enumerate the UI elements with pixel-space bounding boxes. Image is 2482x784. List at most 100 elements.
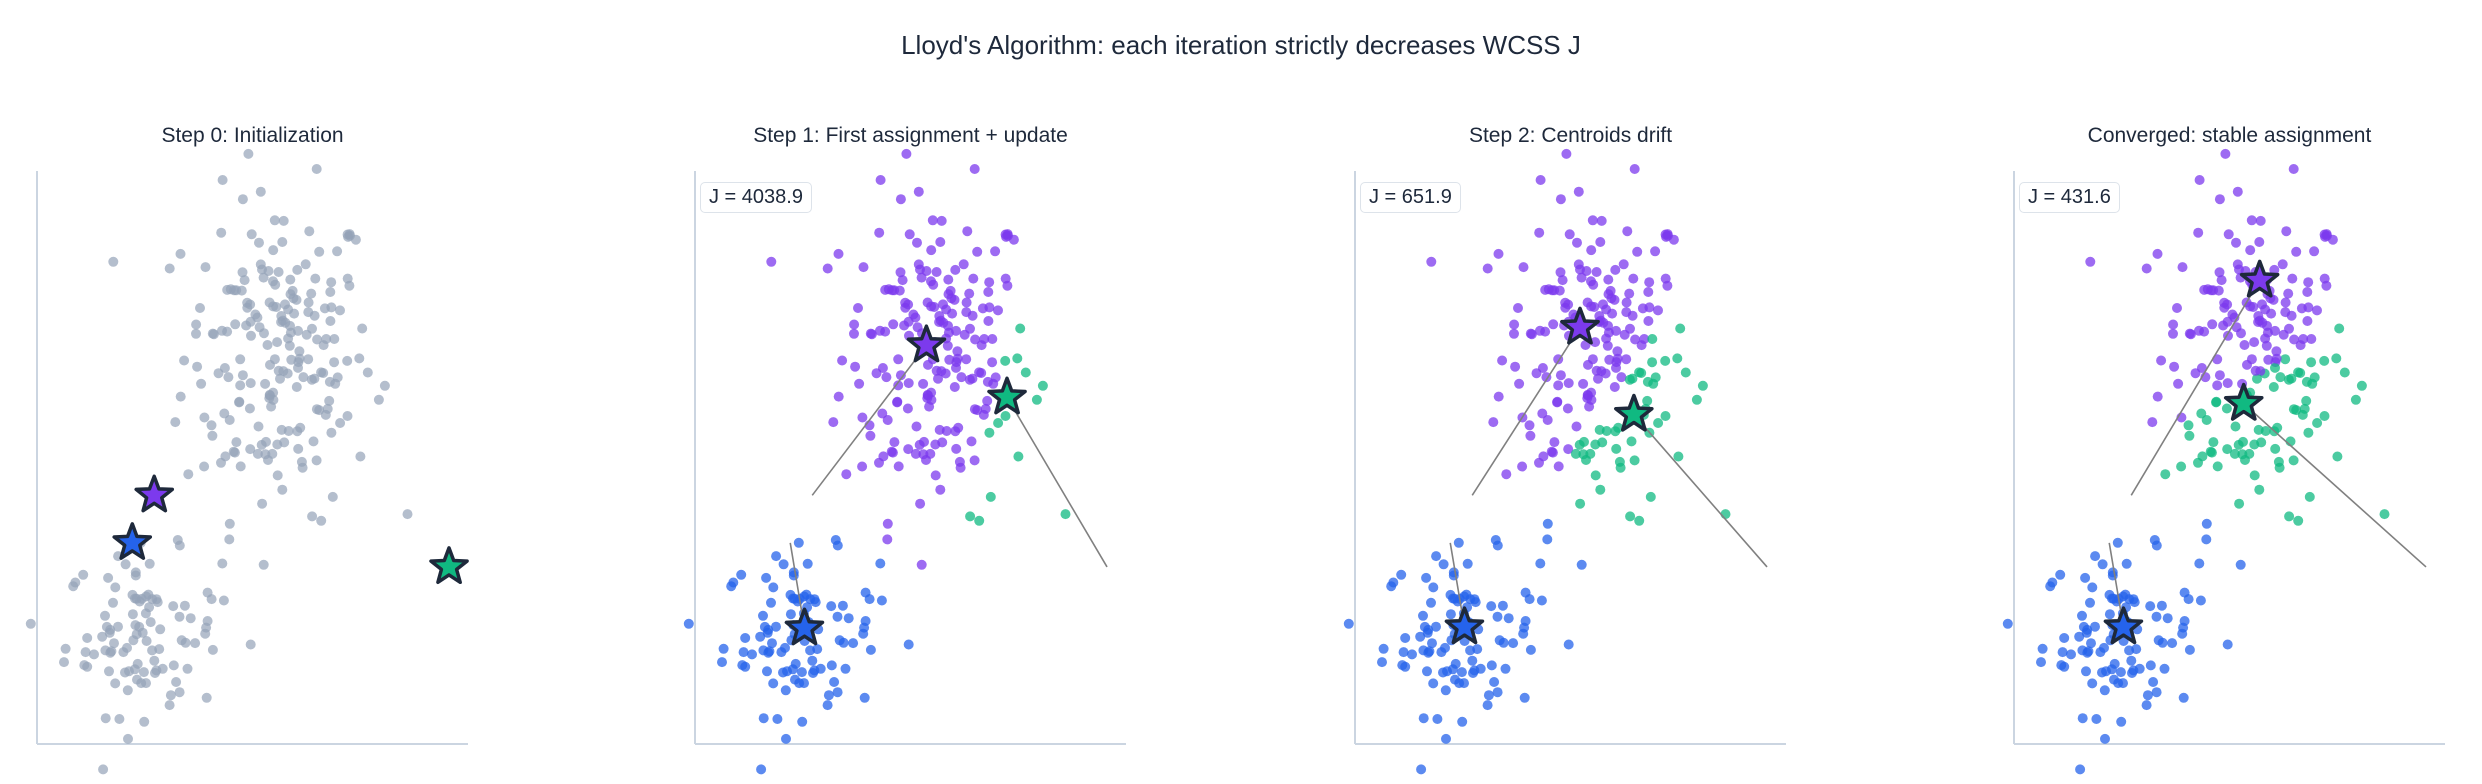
- data-point: [2281, 226, 2292, 237]
- data-point: [1583, 359, 1593, 370]
- data-point: [2222, 378, 2233, 389]
- data-point: [740, 633, 751, 643]
- data-point: [217, 175, 228, 185]
- scatter-plot: [2002, 148, 2445, 775]
- data-point: [362, 367, 373, 378]
- data-point: [2126, 655, 2137, 666]
- data-point: [926, 245, 937, 256]
- data-point: [260, 378, 271, 389]
- data-point: [895, 267, 906, 278]
- data-point: [2312, 418, 2323, 428]
- data-point: [120, 667, 130, 678]
- data-point: [2086, 638, 2096, 649]
- data-point: [149, 655, 160, 666]
- data-point: [279, 437, 290, 448]
- data-point: [2121, 558, 2132, 569]
- data-point: [2097, 559, 2108, 570]
- centroid-path: [1633, 413, 1768, 568]
- data-point: [82, 633, 93, 643]
- data-point: [144, 558, 155, 569]
- data-point: [236, 285, 247, 296]
- data-point: [1427, 638, 1437, 649]
- data-point: [876, 595, 887, 606]
- data-point: [895, 370, 906, 381]
- data-point: [321, 334, 332, 344]
- data-point: [1586, 394, 1597, 405]
- data-point: [926, 394, 937, 405]
- data-point: [2168, 319, 2179, 330]
- data-point: [841, 469, 852, 480]
- data-point: [2145, 660, 2156, 671]
- data-point: [168, 660, 179, 671]
- data-point: [2222, 444, 2233, 455]
- data-point: [255, 259, 266, 270]
- data-point: [2220, 148, 2231, 159]
- data-point: [199, 412, 210, 423]
- data-point: [1525, 644, 1536, 655]
- data-point: [155, 624, 166, 635]
- data-point: [1037, 380, 1048, 391]
- data-point: [1486, 660, 1497, 671]
- data-point: [2081, 627, 2092, 638]
- data-point: [826, 660, 837, 671]
- data-point: [2273, 456, 2284, 467]
- data-point: [2288, 404, 2299, 415]
- data-point: [2235, 559, 2246, 570]
- data-point: [1424, 646, 1435, 657]
- data-point: [952, 346, 963, 357]
- data-point: [141, 636, 152, 646]
- data-point: [303, 307, 314, 318]
- data-point: [208, 329, 219, 340]
- data-point: [308, 436, 319, 447]
- data-point: [944, 354, 955, 365]
- data-point: [342, 411, 353, 421]
- data-point: [196, 378, 207, 389]
- data-point: [2253, 311, 2264, 321]
- data-point: [1428, 678, 1439, 689]
- panel-step-1: Step 1: First assignment + update J = 40…: [683, 120, 1126, 775]
- data-point: [1594, 424, 1605, 435]
- data-point: [268, 245, 279, 256]
- data-point: [937, 437, 948, 448]
- data-point: [2085, 256, 2096, 267]
- data-point: [767, 638, 777, 649]
- data-point: [1622, 226, 1633, 237]
- data-point: [293, 362, 303, 373]
- data-point: [2277, 259, 2288, 270]
- data-point: [2167, 638, 2178, 649]
- data-point: [866, 329, 877, 340]
- data-point: [224, 534, 235, 545]
- data-point: [946, 293, 957, 304]
- data-point: [899, 320, 910, 331]
- data-point: [2218, 320, 2229, 331]
- data-point: [311, 455, 322, 466]
- data-point: [1653, 418, 1664, 428]
- data-point: [2350, 394, 2361, 405]
- data-point: [901, 148, 912, 159]
- data-point: [931, 365, 942, 376]
- data-point: [147, 645, 158, 656]
- data-point: [1605, 285, 1616, 296]
- data-point: [1426, 256, 1437, 267]
- data-point: [325, 287, 336, 297]
- data-point: [2134, 663, 2145, 674]
- data-point: [276, 424, 287, 435]
- data-point: [1573, 186, 1584, 197]
- data-point: [1594, 311, 1605, 321]
- data-point: [120, 559, 131, 570]
- data-point: [2304, 491, 2315, 502]
- data-point: [1603, 274, 1614, 285]
- data-point: [934, 424, 945, 435]
- data-point: [1514, 378, 1525, 389]
- data-point: [928, 279, 939, 290]
- data-point: [990, 246, 1001, 257]
- panel-converged: Converged: stable assignment J = 431.6: [2002, 120, 2445, 775]
- data-point: [134, 621, 145, 632]
- data-point: [1535, 558, 1546, 569]
- data-point: [304, 226, 315, 237]
- centroid-star-icon: [2239, 259, 2280, 298]
- data-point: [875, 175, 886, 185]
- data-point: [853, 303, 863, 313]
- data-point: [2156, 355, 2167, 366]
- data-point: [956, 372, 967, 383]
